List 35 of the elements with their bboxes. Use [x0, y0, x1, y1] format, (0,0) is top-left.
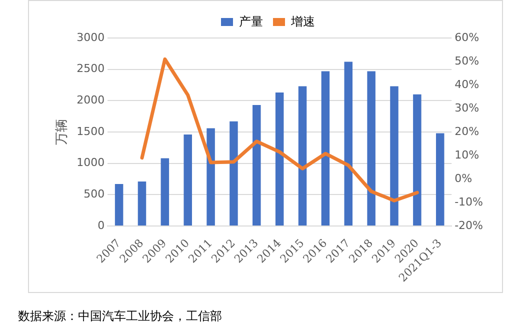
y-tick-label: 0 [98, 218, 105, 232]
bar [436, 133, 444, 226]
y-tick-label: 500 [84, 188, 105, 200]
bar [413, 94, 422, 226]
bar [252, 105, 261, 226]
source-note: 数据来源：中国汽车工业协会，工信部 [18, 308, 222, 325]
legend-label: 产量 [239, 14, 263, 28]
y2-tick-label: 20% [454, 124, 480, 138]
bar [206, 128, 215, 226]
y-tick-label: 3000 [76, 30, 105, 44]
bar [321, 71, 330, 226]
legend-label: 增速 [290, 14, 315, 28]
bar [298, 86, 307, 226]
y2-tick-label: 40% [454, 78, 480, 91]
y2-tick-label: 50% [454, 54, 480, 68]
bar [230, 121, 238, 226]
y-axis-title: 万辆 [53, 118, 68, 145]
y-tick-label: 2500 [76, 62, 105, 76]
y2-tick-label: 30% [454, 101, 480, 114]
y-tick-label: 1000 [76, 156, 105, 170]
y2-tick-label: 10% [454, 148, 480, 162]
y2-tick-label: 0% [454, 172, 472, 185]
bar [184, 134, 192, 226]
y2-tick-label: -10% [454, 195, 484, 208]
bar [138, 181, 146, 226]
bar [275, 92, 284, 226]
y-tick-label: 1500 [76, 124, 105, 138]
y-tick-label: 2000 [76, 94, 105, 107]
y2-tick-label: -20% [454, 218, 484, 232]
bar [114, 184, 124, 226]
bar [390, 86, 398, 226]
bar [160, 158, 170, 226]
y2-tick-label: 60% [454, 30, 480, 44]
bar [367, 71, 376, 226]
bar [344, 62, 353, 226]
